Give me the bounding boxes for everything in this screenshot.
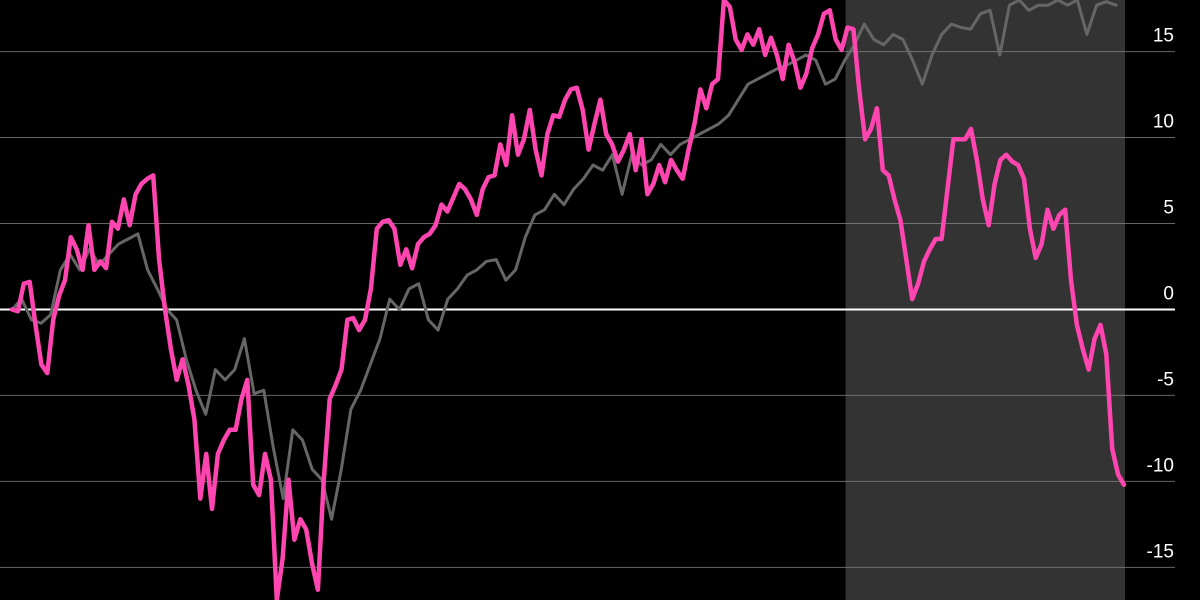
highlight-region (845, 0, 1125, 600)
y-tick-label: 5 (1163, 197, 1174, 218)
y-tick-label: 0 (1163, 283, 1174, 304)
series-line-gray (10, 0, 1118, 521)
y-tick-label: -5 (1157, 369, 1174, 390)
y-tick-label: -10 (1147, 455, 1174, 476)
y-tick-label: -15 (1147, 541, 1174, 562)
y-tick-label: 10 (1153, 112, 1174, 133)
y-tick-label: 15 (1153, 26, 1174, 47)
series-line-pink (9, 0, 1127, 600)
